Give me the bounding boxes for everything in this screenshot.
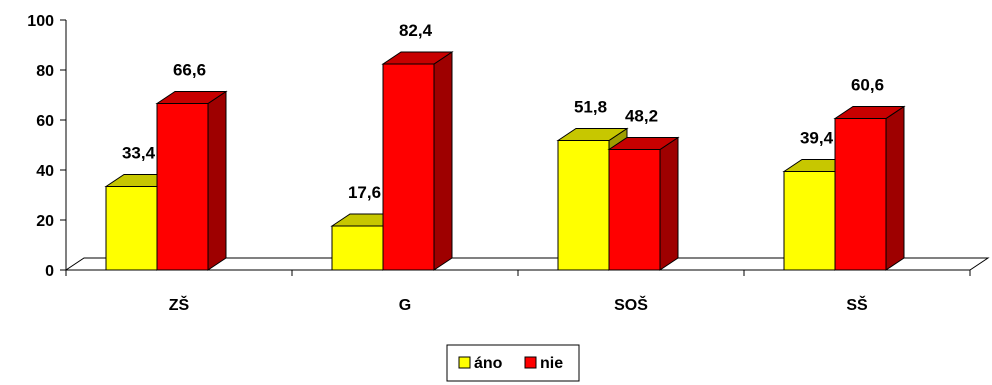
bar: [155, 90, 228, 271]
y-axis: 0 20 40 60 80 100: [27, 13, 971, 280]
category-label: G: [399, 297, 411, 314]
data-label: 48,2: [625, 107, 658, 126]
data-labels: 33,4 66,6 17,6 82,4 51,8 48,2 39,4 60,6: [122, 21, 884, 202]
bar-top-face: [556, 128, 629, 141]
category-label: SOŠ: [614, 295, 648, 314]
bar-top-face: [833, 106, 906, 119]
bar-front-face: [557, 140, 610, 271]
bar-front-face: [608, 149, 661, 271]
category-label: SŠ: [846, 295, 868, 314]
data-label: 66,6: [173, 61, 206, 80]
bar: [833, 105, 906, 271]
y-tick-label: 20: [36, 213, 54, 230]
bar-top-face: [155, 91, 228, 104]
bar-front-face: [331, 225, 384, 271]
bars: [104, 51, 906, 271]
bar-side-face: [433, 51, 453, 271]
bar-top-face: [607, 137, 680, 150]
bar-top-face: [381, 51, 454, 65]
data-label: 60,6: [851, 76, 884, 95]
legend-swatch: [524, 356, 537, 369]
chart-floor: [64, 257, 990, 271]
data-label: 17,6: [348, 183, 381, 202]
floor-plane: [64, 257, 990, 271]
y-tick-label: 100: [27, 13, 54, 30]
bar: [381, 51, 454, 271]
bar-front-face: [834, 118, 887, 271]
bar-front-face: [156, 103, 209, 271]
bar: [607, 136, 680, 271]
data-label: 51,8: [574, 98, 607, 117]
category-label: ZŠ: [169, 295, 190, 314]
legend-label: áno: [474, 355, 503, 372]
y-tick-label: 80: [36, 63, 54, 80]
bar-front-face: [105, 186, 158, 271]
legend-label: nie: [540, 355, 563, 372]
y-tick-label: 60: [36, 113, 54, 130]
legend: áno nie: [446, 344, 580, 382]
data-label: 82,4: [399, 21, 433, 40]
bar-side-face: [885, 105, 905, 271]
bar-front-face: [382, 63, 435, 271]
data-label: 39,4: [800, 129, 834, 148]
data-label: 33,4: [122, 144, 156, 163]
y-tick-label: 0: [45, 263, 54, 280]
bar-front-face: [783, 171, 836, 271]
y-tick-label: 40: [36, 163, 54, 180]
x-axis-labels: ZŠ G SOŠ SŠ: [169, 295, 868, 314]
bar-side-face: [659, 136, 679, 271]
legend-swatch: [458, 356, 471, 369]
bar-side-face: [207, 90, 227, 271]
